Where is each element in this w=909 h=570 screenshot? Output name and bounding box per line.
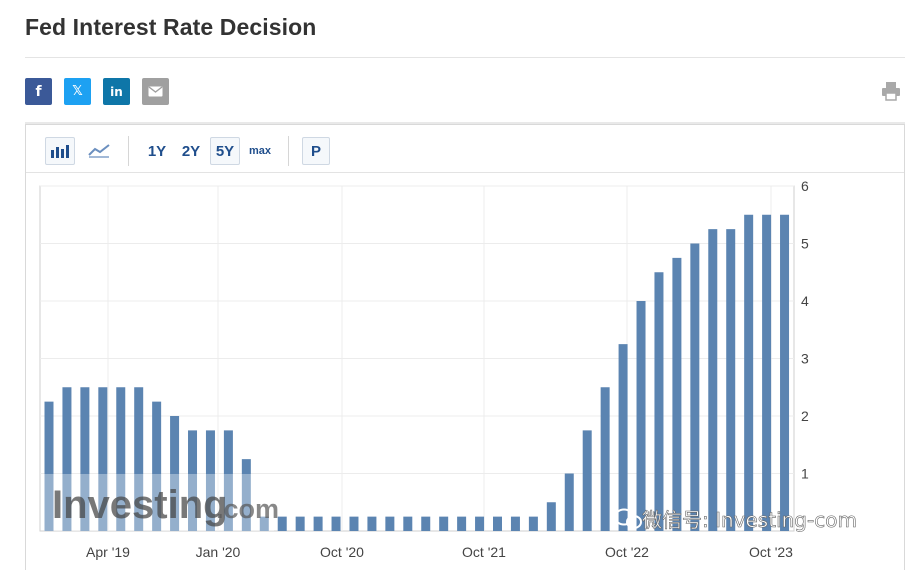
x-tick-label: Oct '21 bbox=[462, 544, 506, 560]
rate-bar[interactable] bbox=[510, 516, 520, 532]
rate-bar[interactable] bbox=[654, 272, 664, 531]
linkedin-icon: in bbox=[110, 84, 123, 99]
line-chart-icon bbox=[88, 144, 110, 158]
facebook-share-button[interactable]: f bbox=[25, 78, 52, 105]
rate-bar[interactable] bbox=[313, 516, 323, 532]
x-tick-label: Oct '23 bbox=[749, 544, 793, 560]
bar-chart-toggle[interactable] bbox=[45, 137, 75, 165]
rate-bar[interactable] bbox=[600, 387, 610, 531]
rate-bar[interactable] bbox=[241, 459, 251, 532]
twitter-share-button[interactable]: 𝕏 bbox=[64, 78, 91, 105]
rate-bar[interactable] bbox=[439, 516, 449, 532]
range-2y-button[interactable]: 2Y bbox=[181, 142, 201, 160]
rate-bar[interactable] bbox=[98, 387, 108, 531]
rate-bar[interactable] bbox=[277, 516, 287, 532]
p-button[interactable]: P bbox=[302, 137, 330, 165]
rate-bar[interactable] bbox=[152, 401, 162, 532]
y-tick-label: 4 bbox=[801, 293, 809, 309]
rate-bar[interactable] bbox=[618, 344, 628, 532]
rate-bar[interactable] bbox=[636, 301, 646, 531]
range-5y-button[interactable]: 5Y bbox=[210, 137, 240, 165]
rate-bar[interactable] bbox=[564, 473, 574, 532]
rate-bar[interactable] bbox=[116, 387, 126, 531]
rate-bar[interactable] bbox=[546, 502, 556, 531]
rate-bar[interactable] bbox=[259, 516, 269, 532]
rate-bar[interactable] bbox=[62, 387, 72, 531]
rate-bar[interactable] bbox=[223, 430, 233, 532]
rate-bar[interactable] bbox=[44, 401, 54, 532]
rate-bar[interactable] bbox=[762, 214, 772, 531]
print-icon[interactable] bbox=[880, 80, 902, 102]
rate-bar[interactable] bbox=[134, 387, 144, 531]
x-tick-label: Apr '19 bbox=[86, 544, 130, 560]
rate-bar[interactable] bbox=[672, 257, 682, 532]
range-max-button[interactable]: max bbox=[248, 145, 272, 157]
rate-bar[interactable] bbox=[349, 516, 359, 532]
y-tick-label: 5 bbox=[801, 236, 809, 252]
rate-bar[interactable] bbox=[493, 516, 502, 532]
share-bar: f 𝕏 in bbox=[25, 78, 169, 105]
y-tick-label: 2 bbox=[801, 408, 809, 424]
email-icon bbox=[148, 86, 163, 97]
twitter-icon: 𝕏 bbox=[72, 84, 83, 99]
investing-watermark-suffix: .com bbox=[216, 494, 279, 524]
title-divider bbox=[25, 57, 905, 58]
rate-bar[interactable] bbox=[385, 516, 395, 532]
page-title: Fed Interest Rate Decision bbox=[25, 14, 317, 40]
rate-bar[interactable] bbox=[457, 516, 467, 532]
rate-bar[interactable] bbox=[726, 229, 736, 532]
line-chart-toggle[interactable] bbox=[84, 137, 114, 165]
facebook-icon: f bbox=[35, 83, 42, 100]
rate-bar[interactable] bbox=[780, 214, 790, 531]
range-1y-button[interactable]: 1Y bbox=[147, 142, 167, 160]
rate-bar[interactable] bbox=[708, 229, 718, 532]
watermark-backdrop bbox=[44, 474, 274, 531]
rate-bar[interactable] bbox=[170, 416, 180, 531]
y-tick-label: 1 bbox=[801, 466, 809, 482]
rate-bar[interactable] bbox=[744, 214, 754, 531]
wechat-watermark: 微信号: Investing-com bbox=[642, 508, 857, 532]
toolbar-divider bbox=[128, 136, 129, 166]
rate-bar[interactable] bbox=[421, 516, 431, 532]
rate-bar[interactable] bbox=[582, 430, 592, 532]
chart-panel: 1Y 2Y 5Y max P 6 5 4 3 2 1 Apr '19 Jan '20 Oct … bbox=[25, 124, 905, 570]
panel-top-shadow bbox=[25, 122, 905, 125]
rate-bar[interactable] bbox=[295, 516, 305, 532]
wechat-icon bbox=[614, 508, 642, 529]
rate-bar[interactable] bbox=[188, 430, 198, 532]
chart-toolbar: 1Y 2Y 5Y max P bbox=[26, 125, 904, 173]
x-tick-label: Jan '20 bbox=[196, 544, 241, 560]
toolbar-divider bbox=[288, 136, 289, 166]
rate-bar[interactable] bbox=[80, 387, 90, 531]
rate-bar-chart: 6 5 4 3 2 1 Apr '19 Jan '20 Oct '20 Oct '21 Oct '… bbox=[39, 178, 857, 560]
investing-watermark: Investing bbox=[52, 483, 228, 527]
x-tick-label: Oct '20 bbox=[320, 544, 364, 560]
bar-chart-icon bbox=[51, 145, 69, 158]
linkedin-share-button[interactable]: in bbox=[103, 78, 130, 105]
rate-bar[interactable] bbox=[528, 516, 538, 532]
rate-bar[interactable] bbox=[690, 243, 700, 532]
rate-bar[interactable] bbox=[475, 516, 485, 532]
rate-bar[interactable] bbox=[403, 516, 413, 532]
rate-bar[interactable] bbox=[331, 516, 341, 532]
rate-bar[interactable] bbox=[367, 516, 377, 532]
email-share-button[interactable] bbox=[142, 78, 169, 105]
y-tick-label: 3 bbox=[801, 351, 809, 367]
x-tick-label: Oct '22 bbox=[605, 544, 649, 560]
rate-bar[interactable] bbox=[205, 430, 215, 532]
y-tick-label: 6 bbox=[801, 178, 809, 194]
